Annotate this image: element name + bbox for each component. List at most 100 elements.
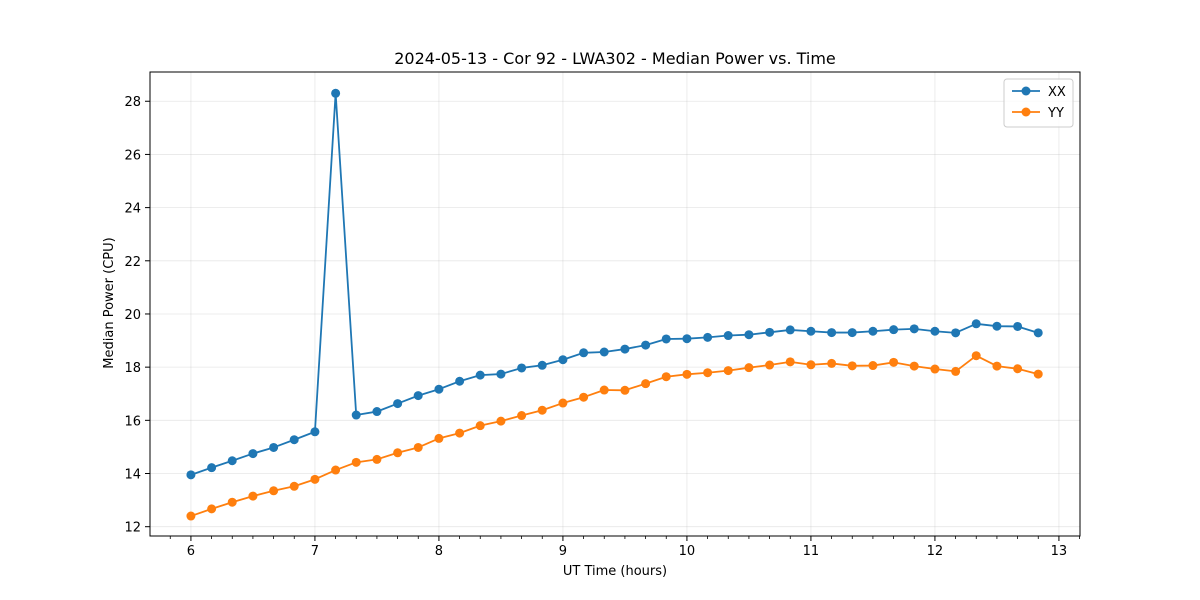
data-point-xx: [310, 427, 320, 437]
data-point-yy: [207, 504, 217, 514]
data-point-xx: [537, 360, 547, 370]
data-point-xx: [289, 435, 299, 445]
legend-marker-yy: [1021, 107, 1031, 117]
data-point-yy: [641, 379, 651, 389]
data-point-xx: [331, 88, 341, 98]
grid: [150, 72, 1080, 536]
data-point-xx: [269, 442, 279, 452]
x-tick-label: 12: [927, 544, 944, 559]
y-tick-label: 16: [124, 414, 141, 429]
legend: XX YY: [1003, 78, 1074, 128]
data-point-xx: [847, 328, 857, 338]
data-point-yy: [971, 351, 981, 361]
y-tick-label: 20: [124, 308, 141, 323]
data-point-xx: [909, 324, 919, 334]
x-tick-label: 13: [1051, 544, 1068, 559]
data-point-yy: [496, 416, 506, 426]
data-point-xx: [992, 321, 1002, 331]
data-point-yy: [868, 361, 878, 371]
x-tick-label: 11: [803, 544, 820, 559]
data-point-yy: [289, 481, 299, 491]
axis-ticks: 6 7 8 9 10 11 12 13 12 14 16 18 20 22 24 26 28: [124, 95, 1080, 559]
data-point-yy: [475, 421, 485, 431]
data-point-yy: [909, 361, 919, 371]
data-point-yy: [393, 448, 403, 458]
data-point-xx: [413, 391, 423, 401]
data-point-yy: [537, 405, 547, 415]
data-point-xx: [351, 410, 361, 420]
data-point-xx: [517, 363, 527, 373]
data-point-xx: [186, 470, 196, 480]
data-point-yy: [269, 486, 279, 496]
data-point-yy: [517, 411, 527, 421]
data-point-yy: [930, 364, 940, 374]
data-point-xx: [372, 407, 382, 417]
x-axis-label: UT Time (hours): [563, 564, 667, 579]
x-tick-label: 8: [435, 544, 443, 559]
data-point-yy: [847, 361, 857, 371]
series-layer: [186, 88, 1043, 521]
data-point-yy: [682, 369, 692, 379]
data-point-yy: [558, 398, 568, 408]
data-point-yy: [351, 457, 361, 467]
data-point-xx: [723, 331, 733, 341]
legend-label-xx: XX: [1048, 85, 1066, 100]
data-point-xx: [496, 369, 506, 379]
y-tick-label: 24: [124, 202, 141, 217]
x-tick-label: 10: [679, 544, 696, 559]
chart-title: 2024-05-13 - Cor 92 - LWA302 - Median Po…: [394, 49, 836, 68]
data-point-xx: [475, 370, 485, 380]
data-point-xx: [455, 376, 465, 386]
data-point-xx: [744, 330, 754, 340]
legend-label-yy: YY: [1047, 106, 1064, 121]
data-point-xx: [393, 399, 403, 409]
data-point-yy: [331, 465, 341, 475]
data-point-yy: [1013, 364, 1023, 374]
data-point-xx: [868, 326, 878, 336]
plot-frame: [149, 71, 1081, 537]
data-point-xx: [889, 325, 899, 335]
data-point-xx: [248, 449, 258, 459]
data-point-yy: [372, 454, 382, 464]
data-point-xx: [703, 332, 713, 342]
data-point-xx: [207, 463, 217, 473]
x-tick-label: 9: [559, 544, 567, 559]
data-point-yy: [889, 357, 899, 367]
data-point-xx: [930, 326, 940, 336]
data-point-xx: [827, 328, 837, 338]
y-axis-label: Median Power (CPU): [102, 237, 117, 368]
data-point-xx: [971, 319, 981, 329]
data-point-yy: [413, 442, 423, 452]
data-point-yy: [248, 491, 258, 501]
data-point-xx: [434, 384, 444, 394]
data-point-xx: [951, 328, 961, 338]
data-point-yy: [785, 357, 795, 367]
data-point-yy: [1033, 369, 1043, 379]
data-point-yy: [806, 360, 816, 370]
data-point-yy: [951, 366, 961, 376]
data-point-yy: [186, 511, 196, 521]
y-tick-label: 12: [124, 521, 141, 536]
data-point-yy: [455, 428, 465, 438]
data-point-yy: [227, 497, 237, 507]
data-point-yy: [434, 433, 444, 443]
data-point-xx: [765, 327, 775, 337]
data-point-yy: [723, 366, 733, 376]
data-point-xx: [785, 325, 795, 335]
data-point-yy: [620, 385, 630, 395]
data-point-yy: [744, 363, 754, 373]
data-point-xx: [620, 344, 630, 354]
legend-marker-xx: [1021, 86, 1031, 96]
data-point-yy: [703, 368, 713, 378]
data-point-yy: [765, 360, 775, 370]
data-point-yy: [827, 358, 837, 368]
data-point-xx: [599, 347, 609, 357]
data-point-xx: [806, 326, 816, 336]
data-point-xx: [661, 334, 671, 344]
data-point-xx: [1013, 321, 1023, 331]
data-point-yy: [992, 361, 1002, 371]
y-tick-label: 26: [124, 148, 141, 163]
data-point-xx: [579, 348, 589, 358]
